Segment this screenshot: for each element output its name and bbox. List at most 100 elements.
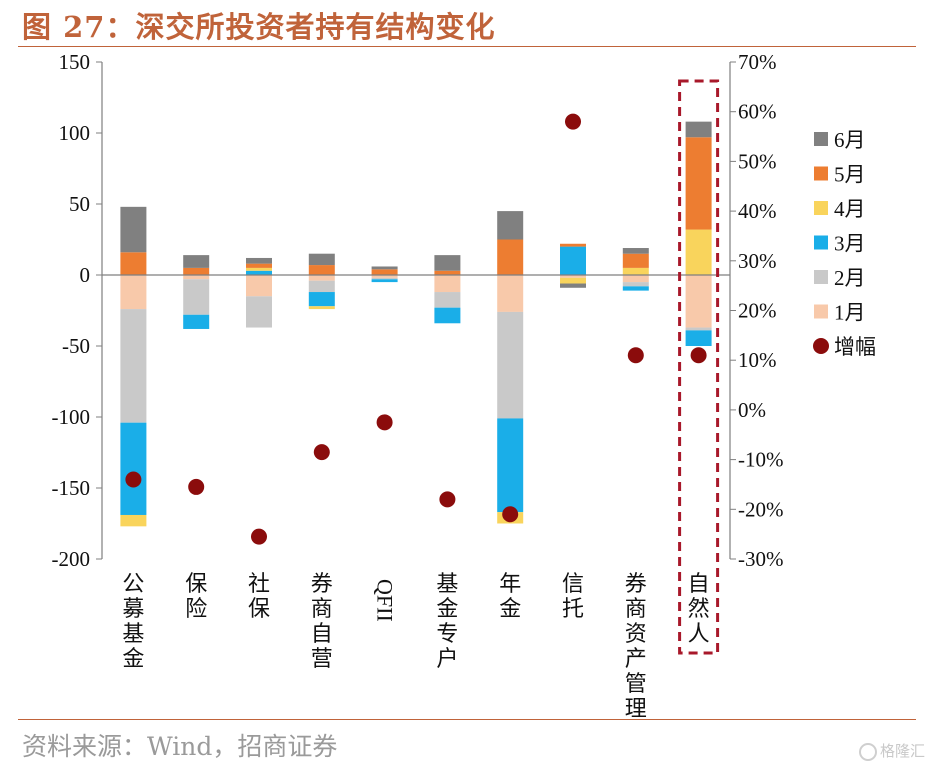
bar-segment (183, 314, 210, 329)
watermark: 格隆汇 (858, 740, 925, 761)
category-label-char: 募 (122, 596, 144, 621)
right-tick-label: 20% (738, 299, 777, 323)
category-label: 保险 (185, 571, 207, 621)
bar-segment (308, 306, 335, 310)
legend-label: 3月 (834, 232, 866, 256)
bar-segment (497, 211, 524, 240)
category-label-char: 商 (311, 596, 333, 621)
bar-segment (120, 514, 147, 527)
bar-segment (308, 280, 335, 293)
right-tick-label: 70% (738, 50, 777, 74)
bar-segment (622, 282, 649, 287)
category-label-char: 险 (185, 596, 207, 621)
legend-label: 增幅 (834, 335, 876, 359)
bar-segment (497, 239, 524, 275)
growth-point (565, 113, 581, 130)
bar-segment (308, 292, 335, 307)
right-tick-label: 0% (738, 398, 766, 422)
watermark-logo-icon (858, 742, 877, 761)
category-label-char: 营 (311, 646, 333, 671)
growth-point (125, 471, 142, 488)
left-tick-label: 0 (80, 263, 91, 287)
bar-segment (371, 277, 398, 280)
left-tick-label: -50 (62, 334, 90, 358)
legend-swatch (814, 304, 828, 319)
category-label: QFII (373, 579, 398, 622)
bar-segment (246, 275, 272, 297)
legend-label: 2月 (834, 266, 866, 290)
category-label: 社保 (248, 571, 270, 621)
category-label-char: 金 (436, 596, 458, 621)
bar-segment (371, 269, 398, 275)
bar-segment (622, 248, 649, 254)
bar-segment (246, 270, 272, 275)
growth-point (690, 347, 707, 364)
bar-segment (560, 246, 586, 275)
category-label-char: 信 (562, 571, 584, 596)
category-label-char: 社 (248, 571, 270, 596)
category-label-char: 基 (122, 621, 144, 646)
category-label-char: 公 (122, 571, 144, 596)
category-label-char: 然 (688, 596, 710, 621)
category-label-char: 商 (625, 596, 647, 621)
bar-segment (685, 330, 712, 346)
category-label-char: 券 (311, 571, 333, 596)
bar-segment (434, 270, 461, 275)
bar-segment (685, 327, 712, 331)
bar-segment (497, 418, 524, 513)
watermark-text: 格隆汇 (879, 742, 925, 760)
left-tick-label: 150 (59, 50, 91, 74)
category-label: 券商资产管理 (625, 571, 647, 721)
growth-point (439, 491, 456, 508)
legend-swatch (814, 270, 828, 284)
legend-swatch (814, 235, 828, 250)
bar-segment (685, 137, 712, 230)
legend-label: 6月 (834, 128, 866, 152)
bar-segment (183, 275, 210, 280)
category-label-char: 专 (436, 621, 458, 646)
right-tick-label: 60% (738, 100, 777, 124)
left-tick-label: -150 (52, 476, 91, 500)
bar-segment (560, 277, 586, 284)
category-label: 自然人 (688, 571, 710, 646)
bar-segment (622, 275, 649, 283)
category-label: 券商自营 (311, 571, 333, 671)
bar-segment (622, 253, 649, 268)
growth-point (627, 347, 644, 364)
category-label-char: 保 (185, 571, 207, 596)
legend-swatch (814, 166, 828, 181)
category-label: 基金专户 (436, 571, 458, 671)
legend-swatch (814, 201, 828, 215)
category-label-char: 自 (311, 621, 333, 646)
bar-segment (622, 267, 649, 275)
bar-segment (246, 267, 272, 271)
title-divider (18, 46, 916, 47)
bar-segment (120, 422, 147, 515)
bar-segment (685, 229, 712, 275)
legend-label: 1月 (834, 301, 866, 325)
bar-segment (308, 253, 335, 266)
right-tick-label: -10% (738, 448, 784, 472)
bar-segment (183, 279, 210, 315)
category-label-char: 金 (499, 596, 521, 621)
bar-segment (371, 266, 398, 270)
left-tick-label: -100 (52, 405, 91, 429)
left-tick-label: 50 (69, 192, 90, 216)
legend-label: 4月 (834, 197, 866, 221)
category-label-char: 资 (625, 621, 647, 646)
bar-segment (120, 309, 147, 423)
growth-point (188, 478, 205, 495)
bar-segment (371, 275, 398, 278)
category-label-char: 金 (122, 646, 144, 671)
category-label-char: 年 (499, 571, 521, 596)
bar-segment (246, 263, 272, 268)
category-label-char: 托 (562, 596, 584, 621)
category-label: 信托 (562, 571, 584, 621)
growth-point (502, 506, 519, 523)
bar-segment (685, 275, 712, 328)
right-tick-label: -30% (738, 547, 784, 571)
bar-segment (434, 255, 461, 271)
bar-segment (308, 265, 335, 275)
bar-segment (434, 292, 461, 308)
